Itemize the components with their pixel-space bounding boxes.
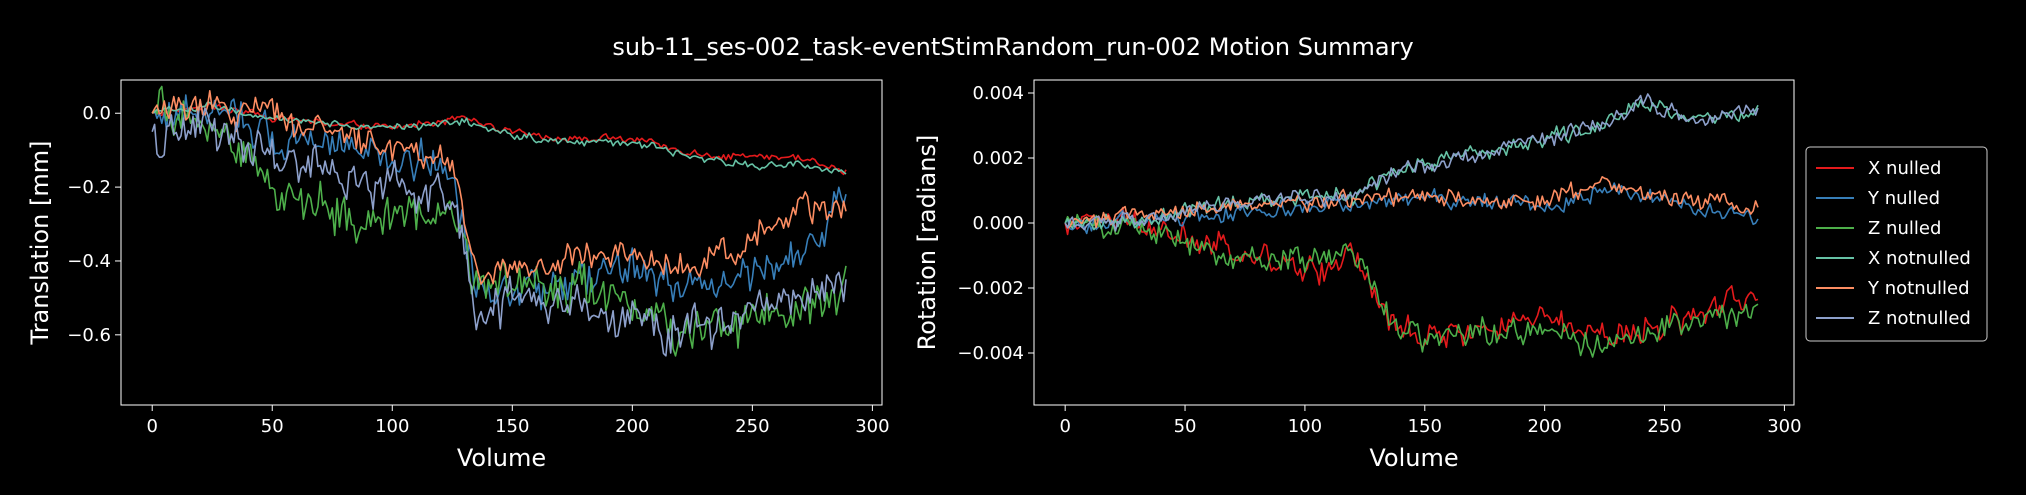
translation-axes: 0 50 100 150 200 250 300 0.0 −0.2 −0.4 −0.6 Volume T… — [26, 79, 890, 472]
x-tick-label: 300 — [1767, 416, 1801, 437]
figure-title: sub-11_ses-002_task-eventStimRandom_run-… — [612, 33, 1413, 61]
legend-label-z-nulled: Z nulled — [1868, 218, 1941, 239]
y-tick-label: −0.6 — [67, 325, 111, 346]
axes-frame — [1033, 79, 1795, 406]
legend-label-x-notnulled: X notnulled — [1868, 248, 1971, 269]
x-tick-label: 100 — [1288, 416, 1322, 437]
x-tick-label: 0 — [1059, 416, 1070, 437]
x-tick-label: 250 — [1647, 416, 1681, 437]
series-line-z-nulled — [1064, 213, 1759, 358]
y-tick-label: 0.004 — [972, 83, 1024, 104]
series-line-y-notnulled — [151, 90, 847, 285]
legend-label-y-notnulled: Y notnulled — [1867, 278, 1970, 299]
x-tick-label: 200 — [615, 416, 649, 437]
series-line-y-notnulled — [1064, 176, 1759, 229]
y-axis-label: Rotation [radians] — [913, 135, 941, 351]
x-tick-label: 150 — [1408, 416, 1442, 437]
series-line-y-nulled — [151, 94, 847, 311]
legend-label-z-notnulled: Z notnulled — [1868, 308, 1971, 329]
legend-label-x-nulled: X nulled — [1868, 158, 1941, 179]
x-tick-label: 50 — [261, 416, 284, 437]
y-tick-label: 0.002 — [972, 148, 1024, 169]
x-tick-label: 250 — [735, 416, 769, 437]
rotation-axes: 0 50 100 150 200 250 300 0.004 0.002 0.000 −0.002 −… — [913, 79, 1802, 472]
y-tick-label: −0.4 — [67, 251, 111, 272]
x-tick-label: 150 — [495, 416, 529, 437]
y-tick-label: 0.0 — [82, 103, 111, 124]
y-tick-label: 0.000 — [972, 213, 1024, 234]
x-axis-label: Volume — [1369, 444, 1458, 472]
legend-label-y-nulled: Y nulled — [1867, 188, 1940, 209]
y-tick-label: −0.002 — [957, 278, 1024, 299]
x-tick-label: 200 — [1527, 416, 1561, 437]
series-line-z-notnulled — [1064, 93, 1759, 232]
series-line-z-notnulled — [151, 107, 847, 357]
x-tick-label: 50 — [1174, 416, 1197, 437]
series-line-z-nulled — [151, 85, 847, 357]
legend: X nulled Y nulled Z nulled X notnulled Y not… — [1805, 146, 1988, 342]
y-axis-label: Translation [mm] — [26, 141, 54, 346]
x-tick-label: 100 — [375, 416, 409, 437]
x-tick-label: 300 — [855, 416, 889, 437]
x-axis-label: Volume — [457, 444, 546, 472]
x-tick-label: 0 — [146, 416, 157, 437]
y-tick-label: −0.2 — [67, 177, 111, 198]
series-line-x-notnulled — [151, 101, 847, 175]
legend-box — [1805, 146, 1988, 342]
y-tick-label: −0.004 — [957, 343, 1024, 364]
axes-frame — [120, 79, 883, 406]
